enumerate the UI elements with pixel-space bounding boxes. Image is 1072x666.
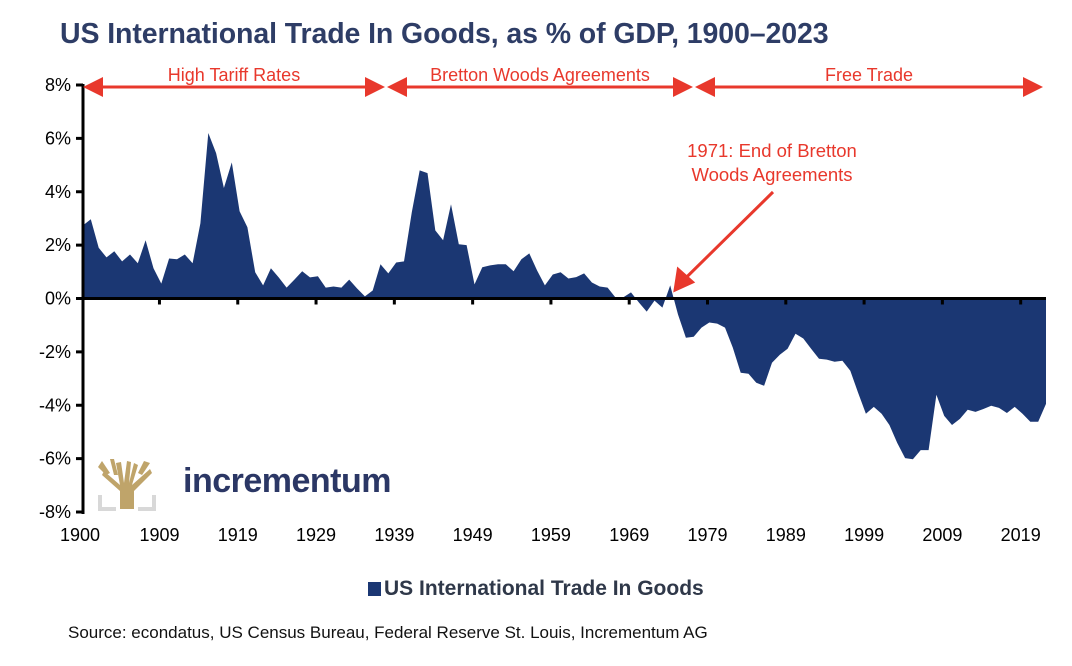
legend: US International Trade In Goods — [368, 577, 704, 601]
x-tick-label: 1909 — [139, 525, 179, 545]
y-tick-label: -6% — [39, 449, 71, 469]
x-tick-label: 1939 — [374, 525, 414, 545]
arrow-left-icon — [387, 77, 407, 97]
arrow-right-icon — [1023, 77, 1043, 97]
x-tick-label: 1969 — [609, 525, 649, 545]
era-label: Free Trade — [825, 65, 913, 85]
source-note: Source: econdatus, US Census Bureau, Fed… — [68, 623, 708, 642]
arrow-left-icon — [695, 77, 715, 97]
annotation-text: 1971: End of Bretton — [687, 140, 857, 161]
y-tick-label: 2% — [45, 235, 71, 255]
arrow-right-icon — [673, 77, 693, 97]
y-tick-label: -4% — [39, 395, 71, 415]
logo-wordmark: incrementum — [183, 462, 392, 500]
arrow-head-icon — [673, 266, 696, 293]
series-area — [83, 133, 1046, 460]
x-tick-label: 1999 — [844, 525, 884, 545]
chart-title: US International Trade In Goods, as % of… — [60, 18, 829, 50]
legend-label: US International Trade In Goods — [384, 577, 704, 600]
x-tick-label: 1949 — [453, 525, 493, 545]
y-tick-label: 4% — [45, 182, 71, 202]
x-tick-label: 2009 — [922, 525, 962, 545]
era-label: Bretton Woods Agreements — [430, 65, 650, 85]
legend-swatch — [368, 582, 381, 596]
annotation-text: Woods Agreements — [691, 164, 852, 185]
x-tick-label: 1979 — [687, 525, 727, 545]
annotation-arrow-line — [684, 190, 775, 280]
era-label: High Tariff Rates — [168, 65, 300, 85]
arrow-right-icon — [365, 77, 385, 97]
area-layer — [83, 133, 1046, 460]
x-tick-label: 1919 — [218, 525, 258, 545]
tree-icon — [96, 457, 158, 518]
annotation-layer: 1971: End of Bretton Woods Agreements — [673, 140, 857, 293]
x-tick-label: 1929 — [296, 525, 336, 545]
y-tick-label: 8% — [45, 75, 71, 95]
x-tick-label: 1900 — [60, 525, 100, 545]
era-layer: High Tariff Rates Bretton Woods Agreement… — [83, 65, 1043, 97]
y-tick-label: -8% — [39, 502, 71, 522]
x-tick-label: 2019 — [1001, 525, 1041, 545]
x-tick-label: 1989 — [766, 525, 806, 545]
axis-layer: 8% 6% 4% 2% 0% -2% -4% -6% -8% 1900 1909 1919 1929 19… — [39, 75, 1046, 545]
y-tick-label: -2% — [39, 342, 71, 362]
x-tick-label: 1959 — [531, 525, 571, 545]
arrow-left-icon — [83, 77, 103, 97]
y-tick-label: 0% — [45, 289, 71, 309]
y-tick-label: 6% — [45, 128, 71, 148]
